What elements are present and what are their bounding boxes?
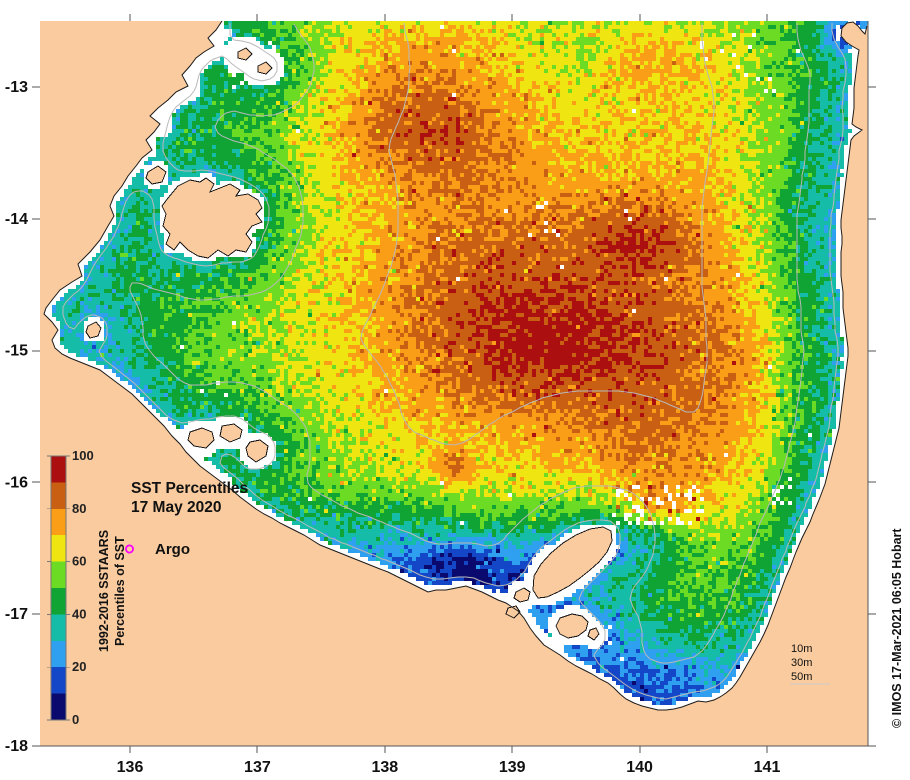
svg-text:17 May 2020: 17 May 2020 bbox=[131, 499, 222, 516]
svg-text:1992-2016 SSTAARS: 1992-2016 SSTAARS bbox=[97, 530, 111, 652]
svg-text:50m: 50m bbox=[791, 671, 812, 683]
svg-text:140: 140 bbox=[626, 759, 653, 776]
svg-text:138: 138 bbox=[371, 759, 398, 776]
svg-text:139: 139 bbox=[499, 759, 526, 776]
svg-text:136: 136 bbox=[117, 759, 144, 776]
svg-text:-14: -14 bbox=[5, 211, 28, 228]
svg-text:Argo: Argo bbox=[155, 541, 190, 558]
svg-text:20: 20 bbox=[72, 659, 86, 674]
svg-text:100: 100 bbox=[72, 448, 94, 463]
svg-text:30m: 30m bbox=[791, 657, 812, 669]
svg-text:60: 60 bbox=[72, 554, 86, 569]
svg-text:-18: -18 bbox=[5, 738, 28, 755]
svg-text:SST Percentiles: SST Percentiles bbox=[131, 480, 248, 497]
svg-text:40: 40 bbox=[72, 606, 86, 621]
svg-text:0: 0 bbox=[72, 712, 79, 727]
svg-text:80: 80 bbox=[72, 501, 86, 516]
svg-text:-16: -16 bbox=[5, 474, 28, 491]
svg-text:-13: -13 bbox=[5, 79, 28, 96]
svg-text:-15: -15 bbox=[5, 343, 28, 360]
svg-text:Percentiles of SST: Percentiles of SST bbox=[113, 536, 127, 646]
svg-text:141: 141 bbox=[754, 759, 781, 776]
svg-text:-17: -17 bbox=[5, 606, 28, 623]
svg-text:© IMOS 17-Mar-2021 06:05 Hobar: © IMOS 17-Mar-2021 06:05 Hobart bbox=[890, 528, 904, 728]
svg-text:10m: 10m bbox=[791, 643, 812, 655]
svg-text:137: 137 bbox=[244, 759, 271, 776]
